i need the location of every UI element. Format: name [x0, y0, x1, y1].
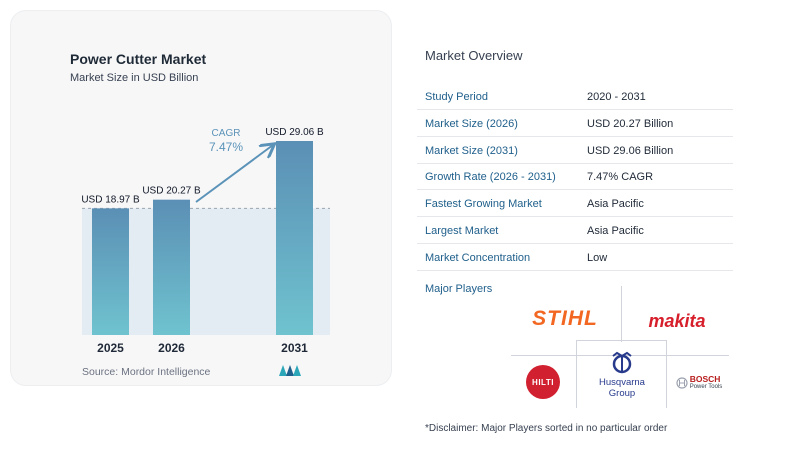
overview-row: Market Concentration Low	[417, 245, 733, 271]
overview-row-key: Largest Market	[425, 224, 499, 237]
bosch-text-block: BOSCH Power Tools	[690, 375, 723, 391]
overview-row-key: Market Size (2031)	[425, 144, 518, 157]
bosch-logo: BOSCH Power Tools	[671, 370, 727, 396]
bar-value-label: USD 29.06 B	[265, 127, 324, 138]
overview-row: Largest Market Asia Pacific	[417, 218, 733, 244]
overview-row-value: Asia Pacific	[587, 197, 644, 210]
bosch-armature-icon	[676, 377, 688, 389]
husqvarna-logo: Husqvarna Group	[588, 346, 656, 404]
divider	[621, 286, 622, 342]
stihl-logo: STIHL	[520, 304, 610, 334]
bar-value-label: USD 20.27 B	[142, 186, 201, 197]
overview-row-key: Fastest Growing Market	[425, 197, 542, 210]
overview-row-value: USD 29.06 Billion	[587, 144, 674, 157]
overview-row-value: USD 20.27 Billion	[587, 117, 674, 130]
disclaimer: *Disclaimer: Major Players sorted in no …	[425, 423, 668, 434]
overview-row-value: Low	[587, 251, 608, 264]
overview-row: Fastest Growing Market Asia Pacific	[417, 191, 733, 217]
chart-title: Power Cutter Market	[70, 51, 207, 67]
overview-row: Study Period 2020 - 2031	[417, 84, 733, 110]
hilti-logo-text: HILTI	[532, 377, 554, 387]
overview-row-key: Market Concentration	[425, 251, 531, 264]
bar-2026	[153, 199, 190, 335]
bar-2031	[276, 141, 313, 335]
cagr-value: 7.47%	[209, 140, 243, 154]
stihl-logo-text: STIHL	[532, 307, 598, 330]
overview-row-key: Study Period	[425, 90, 488, 103]
bar-chart: USD 18.97 B 2025 USD 20.27 B 2026 USD 29.06 …	[81, 127, 330, 355]
bosch-power-tools-text: Power Tools	[689, 384, 723, 390]
source-note: Source: Mordor Intelligence	[82, 366, 211, 378]
overview-row-key: Growth Rate (2026 - 2031)	[425, 170, 556, 183]
overview-row-key: Market Size (2026)	[425, 117, 518, 130]
overview-row: Market Size (2031) USD 29.06 Billion	[417, 138, 733, 164]
bar-value-label: USD 18.97 B	[81, 194, 140, 205]
mordor-logo-icon	[279, 365, 301, 376]
makita-logo: makita	[634, 308, 720, 334]
chart-subtitle: Market Size in USD Billion	[70, 72, 199, 84]
overview-row: Market Size (2026) USD 20.27 Billion	[417, 111, 733, 137]
overview-row-value: 7.47% CAGR	[587, 170, 654, 183]
hilti-logo: HILTI	[524, 365, 562, 399]
hilti-badge: HILTI	[526, 365, 560, 399]
x-tick-label: 2031	[281, 341, 308, 355]
bosch-logo-text: BOSCH	[689, 374, 721, 384]
makita-logo-text: makita	[648, 310, 706, 331]
overview-row-value: 2020 - 2031	[587, 90, 646, 103]
husqvarna-group-text: Group	[608, 388, 636, 399]
husqvarna-logo-text: Husqvarna	[599, 377, 645, 388]
cagr-arrow	[195, 145, 273, 203]
husqvarna-crown-icon	[612, 351, 632, 374]
cagr-label: CAGR	[212, 128, 241, 139]
market-overview-title: Market Overview	[425, 48, 523, 63]
divider	[576, 340, 667, 341]
major-players-label: Major Players	[425, 283, 493, 295]
overview-row: Growth Rate (2026 - 2031) 7.47% CAGR	[417, 164, 733, 190]
overview-row-value: Asia Pacific	[587, 224, 644, 237]
x-tick-label: 2025	[97, 341, 124, 355]
bar-2025	[92, 208, 129, 335]
x-tick-label: 2026	[158, 341, 185, 355]
divider	[576, 340, 577, 408]
divider	[666, 340, 667, 408]
